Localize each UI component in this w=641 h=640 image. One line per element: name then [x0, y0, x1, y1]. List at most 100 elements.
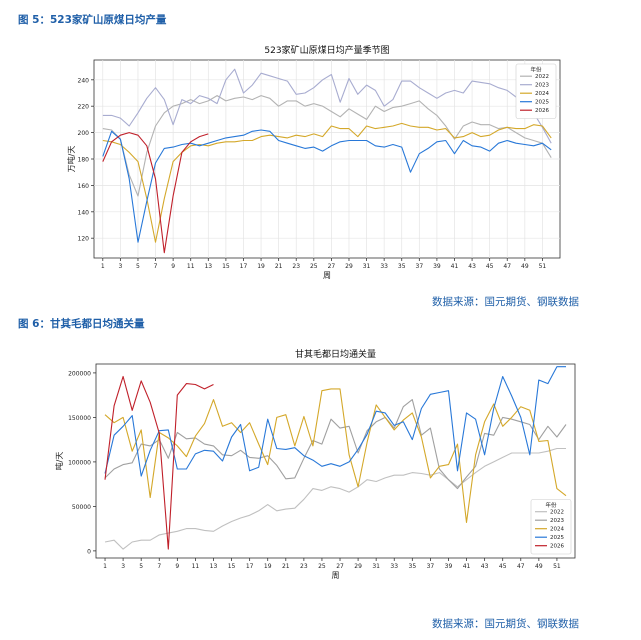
x-tick-label: 47 — [503, 263, 511, 270]
y-tick-label: 0 — [87, 548, 91, 555]
x-tick-label: 31 — [363, 263, 371, 270]
x-tick-label: 35 — [409, 563, 417, 570]
y-tick-label: 200000 — [68, 370, 91, 377]
legend-entry-2023: 2023 — [550, 518, 564, 524]
series-line-2026 — [104, 375, 214, 550]
x-tick-label: 33 — [380, 263, 388, 270]
x-tick-label: 29 — [345, 263, 353, 270]
x-tick-label: 29 — [354, 563, 362, 570]
x-tick-label: 15 — [222, 263, 230, 270]
figure-6-source: 数据来源：国元期货、钢联数据 — [432, 618, 579, 630]
x-tick-label: 7 — [157, 563, 161, 570]
x-tick-label: 3 — [121, 563, 125, 570]
x-tick-label: 41 — [463, 563, 471, 570]
legend-entry-2026: 2026 — [550, 544, 564, 550]
x-tick-label: 17 — [246, 563, 254, 570]
x-tick-label: 13 — [204, 263, 212, 270]
legend-box — [530, 499, 572, 555]
x-tick-label: 39 — [445, 563, 453, 570]
series-line-2022 — [104, 447, 566, 550]
series-line-2025 — [104, 366, 566, 477]
y-tick-label: 120 — [78, 236, 90, 243]
x-axis-label: 周 — [323, 271, 331, 280]
x-tick-label: 17 — [240, 263, 248, 270]
x-tick-label: 9 — [171, 263, 175, 270]
legend-entry-2025: 2025 — [550, 535, 564, 541]
legend-entry-2022: 2022 — [535, 74, 549, 80]
x-tick-label: 13 — [210, 563, 218, 570]
y-tick-label: 180 — [78, 157, 90, 164]
x-tick-label: 23 — [300, 563, 308, 570]
series-line-2025 — [102, 129, 552, 243]
y-tick-label: 150000 — [68, 415, 91, 422]
y-tick-label: 140 — [78, 209, 90, 216]
x-tick-label: 27 — [328, 263, 336, 270]
y-tick-label: 100000 — [68, 459, 91, 466]
legend-box — [515, 63, 557, 119]
x-tick-label: 39 — [433, 263, 441, 270]
x-tick-label: 37 — [427, 563, 435, 570]
x-tick-label: 25 — [318, 563, 326, 570]
x-tick-label: 9 — [175, 563, 179, 570]
x-tick-label: 45 — [499, 563, 507, 570]
x-tick-label: 11 — [192, 563, 200, 570]
legend-title: 年份 — [530, 66, 542, 74]
x-tick-label: 51 — [539, 263, 547, 270]
x-tick-label: 47 — [517, 563, 525, 570]
x-tick-label: 21 — [282, 563, 290, 570]
x-tick-label: 7 — [154, 263, 158, 270]
series-line-2026 — [102, 132, 209, 254]
x-tick-label: 41 — [451, 263, 459, 270]
legend-entry-2026: 2026 — [535, 108, 549, 114]
figure-5-caption: 图 5：523家矿山原煤日均产量 — [18, 14, 167, 26]
plot-area — [95, 363, 576, 559]
x-tick-label: 27 — [336, 563, 344, 570]
x-axis-label: 周 — [332, 571, 340, 580]
x-tick-label: 49 — [535, 563, 543, 570]
y-axis-label: 吨/天 — [54, 452, 64, 471]
series-line-2024 — [104, 388, 567, 523]
x-tick-label: 35 — [398, 263, 406, 270]
y-tick-label: 240 — [78, 77, 90, 84]
x-tick-label: 33 — [390, 563, 398, 570]
x-tick-label: 11 — [187, 263, 195, 270]
x-tick-label: 25 — [310, 263, 318, 270]
x-tick-label: 19 — [264, 563, 272, 570]
series-line-2024 — [102, 122, 552, 243]
x-tick-label: 21 — [275, 263, 283, 270]
x-tick-label: 43 — [481, 563, 489, 570]
x-tick-label: 1 — [101, 263, 105, 270]
x-tick-label: 19 — [257, 263, 265, 270]
y-tick-label: 200 — [78, 130, 90, 137]
x-tick-label: 31 — [372, 563, 380, 570]
chart-title: 523家矿山原煤日均产量季节图 — [264, 44, 389, 56]
x-tick-label: 45 — [486, 263, 494, 270]
x-tick-label: 23 — [292, 263, 300, 270]
figure-6-caption: 图 6：甘其毛都日均通关量 — [18, 318, 145, 330]
legend-entry-2022: 2022 — [550, 510, 564, 516]
y-tick-label: 160 — [78, 183, 90, 190]
y-tick-label: 50000 — [72, 504, 91, 511]
x-tick-label: 51 — [553, 563, 561, 570]
x-tick-label: 15 — [228, 563, 236, 570]
y-tick-label: 220 — [78, 104, 90, 111]
chart-title: 甘其毛都日均通关量 — [295, 348, 376, 360]
x-tick-label: 5 — [136, 263, 140, 270]
legend-entry-2024: 2024 — [550, 527, 564, 533]
legend-entry-2025: 2025 — [535, 100, 549, 106]
x-tick-label: 5 — [139, 563, 143, 570]
x-tick-label: 3 — [118, 263, 122, 270]
x-tick-label: 1 — [103, 563, 107, 570]
x-tick-label: 43 — [468, 263, 476, 270]
series-line-2023 — [102, 68, 552, 144]
y-axis-label: 万吨/天 — [66, 146, 76, 173]
x-tick-label: 49 — [521, 263, 529, 270]
legend-title: 年份 — [545, 501, 557, 509]
series-line-2022 — [102, 95, 552, 197]
x-tick-label: 37 — [416, 263, 424, 270]
legend-entry-2024: 2024 — [535, 91, 549, 97]
